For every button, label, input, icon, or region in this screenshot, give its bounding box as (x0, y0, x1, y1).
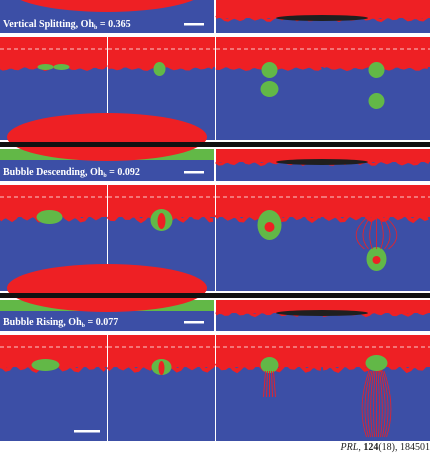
overview-right (215, 0, 430, 33)
bubble (37, 64, 54, 70)
scale-bar (184, 171, 204, 174)
bubble-lower (368, 93, 385, 109)
row-separator (0, 293, 430, 298)
gas-filament (382, 216, 391, 250)
row-separator (0, 142, 430, 147)
bubble (365, 355, 388, 371)
gas-filament (362, 216, 371, 250)
row-label: Bubble Descending, Ohb = 0.092 (3, 167, 140, 179)
scale-bar (74, 430, 100, 433)
bubble (36, 210, 63, 224)
gas-region (323, 185, 430, 217)
frame-4 (322, 37, 430, 140)
bubble (53, 64, 70, 70)
gas-region (108, 37, 215, 67)
gas-filament (369, 216, 374, 250)
gas-filament (361, 370, 370, 438)
scale-bar (184, 321, 204, 324)
citation-journal: PRL (340, 442, 359, 453)
overview-left: Bubble Descending, Ohb = 0.092 (0, 113, 214, 181)
row-label-prefix: Bubble Rising, Oh (3, 317, 82, 328)
frame-3 (214, 185, 323, 291)
contact-region (276, 15, 368, 21)
drop-cap (20, 0, 194, 12)
gas-filament (373, 370, 376, 438)
gas-region (0, 37, 107, 67)
overview-left: Bubble Rising, Ohb = 0.077 (0, 264, 214, 331)
bubble (31, 359, 60, 371)
row-label: Bubble Rising, Ohb = 0.077 (3, 317, 118, 329)
gas-filament (263, 370, 266, 398)
row-label-prefix: Vertical Splitting, Oh (3, 19, 94, 30)
gas-filament (370, 370, 374, 438)
contact-region (276, 310, 368, 316)
bubble-upper (261, 62, 278, 78)
gas-filament (355, 216, 368, 250)
citation-issue-page: (18), 184501 (378, 442, 430, 453)
gas-filament (377, 370, 380, 438)
gas-region (216, 0, 430, 18)
row-label: Vertical Splitting, Ohb = 0.365 (3, 19, 131, 31)
citation: PRL, 124(18), 184501 (340, 442, 430, 453)
gas-filament (273, 370, 276, 398)
frame-1 (0, 335, 107, 441)
gas-core (158, 361, 165, 375)
row-label-subscript: b (94, 25, 98, 31)
overview-left: Vertical Splitting, Ohb = 0.365 (0, 0, 214, 33)
gas-core (157, 213, 166, 229)
row-label-value: = 0.077 (85, 317, 118, 328)
row-vertical-splitting: Vertical Splitting, Ohb = 0.365 (0, 0, 430, 140)
drop-cap (7, 264, 207, 312)
gas-core (372, 256, 381, 264)
gas-filament (382, 370, 389, 438)
gas-filament (379, 370, 383, 438)
scale-bar (184, 23, 204, 26)
frame-3 (215, 37, 323, 140)
row-label-value: = 0.365 (97, 19, 130, 30)
overview-right (215, 300, 430, 331)
row-label-subscript: b (103, 173, 107, 179)
frame-4 (322, 335, 430, 441)
row-label-subscript: b (82, 323, 86, 329)
citation-volume: 124 (363, 442, 379, 453)
contact-region (276, 159, 368, 165)
gas-core (264, 222, 275, 232)
row-bubble-rising: Bubble Rising, Ohb = 0.077 (0, 264, 430, 441)
drop-cap (7, 113, 207, 161)
gas-region (216, 149, 430, 162)
frame-4 (321, 185, 430, 291)
gas-region (216, 300, 430, 313)
row-label-prefix: Bubble Descending, Oh (3, 167, 104, 178)
overview-right (215, 149, 430, 181)
gas-filament (364, 370, 371, 438)
interface-line (321, 211, 429, 224)
bubble-lower (260, 81, 279, 97)
frame-3 (214, 335, 323, 441)
gas-filament (383, 370, 392, 438)
gas-filament (367, 370, 373, 438)
bubble (260, 357, 279, 373)
bubble (153, 62, 166, 76)
gas-filament (385, 216, 398, 250)
gas-filament (379, 216, 384, 250)
frame-2 (106, 335, 215, 441)
gas-filament (266, 370, 268, 398)
bubble-upper (368, 62, 385, 78)
gas-filament (380, 370, 386, 438)
gas-filament (271, 370, 273, 398)
row-label-value: = 0.092 (107, 167, 140, 178)
